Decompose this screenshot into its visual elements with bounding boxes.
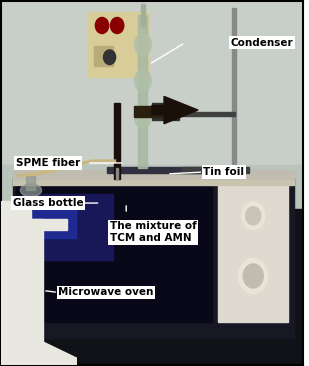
Bar <box>13 177 294 185</box>
Bar <box>141 4 145 26</box>
Ellipse shape <box>134 70 151 92</box>
Bar <box>232 8 236 174</box>
Circle shape <box>243 264 263 288</box>
Circle shape <box>95 18 109 34</box>
Bar <box>1 1 303 183</box>
Bar <box>182 167 249 173</box>
Ellipse shape <box>134 34 151 55</box>
Bar <box>134 107 170 117</box>
Text: The mixture of
TCM and AMN: The mixture of TCM and AMN <box>110 221 196 243</box>
Text: Glass bottle: Glass bottle <box>13 198 83 208</box>
Circle shape <box>111 18 124 34</box>
Polygon shape <box>1 220 67 231</box>
Bar <box>88 12 149 77</box>
Text: Tin foil: Tin foil <box>203 167 244 177</box>
Circle shape <box>104 50 116 64</box>
Bar <box>22 209 76 238</box>
Bar <box>152 112 235 116</box>
Bar <box>114 103 120 179</box>
Polygon shape <box>1 322 76 365</box>
Circle shape <box>242 202 265 230</box>
Circle shape <box>239 258 268 294</box>
Circle shape <box>246 207 261 225</box>
Text: Microwave oven: Microwave oven <box>58 287 154 298</box>
Bar <box>95 46 112 66</box>
Bar <box>116 168 118 179</box>
Bar <box>107 167 218 173</box>
Bar <box>1 209 303 365</box>
Bar <box>138 15 147 168</box>
Bar <box>152 116 179 120</box>
Bar <box>218 183 288 322</box>
Ellipse shape <box>134 107 151 128</box>
Bar <box>1 220 43 365</box>
Text: Condenser: Condenser <box>231 38 293 48</box>
Bar <box>1 201 31 365</box>
Ellipse shape <box>20 184 41 197</box>
Bar <box>13 178 294 338</box>
Bar <box>22 194 112 259</box>
FancyArrow shape <box>152 96 198 124</box>
Bar <box>26 176 36 190</box>
Bar <box>13 170 294 179</box>
Bar <box>16 183 212 322</box>
Bar <box>1 165 303 209</box>
Bar <box>152 103 176 107</box>
Text: SPME fiber: SPME fiber <box>16 158 80 168</box>
